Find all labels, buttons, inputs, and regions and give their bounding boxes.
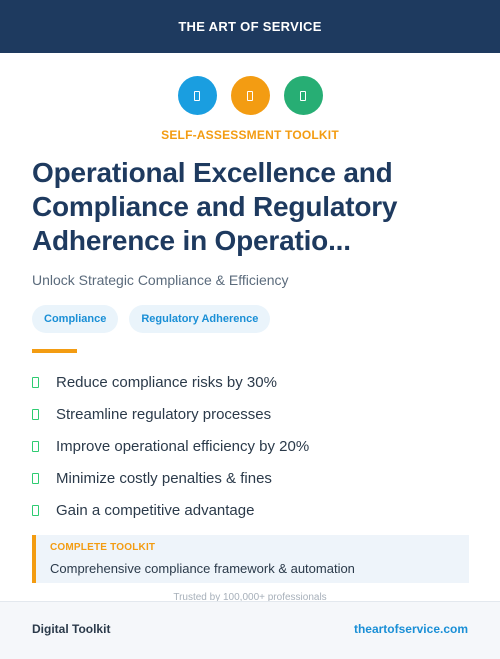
title-line-2: Compliance and Regulatory (32, 191, 398, 222)
document-glyph-icon (247, 90, 253, 101)
check-icon (32, 504, 39, 516)
check-icon (32, 472, 39, 484)
toolkit-callout: COMPLETE TOOLKIT Comprehensive complianc… (32, 535, 469, 583)
footer-website-link[interactable]: theartofservice.com (353, 621, 468, 636)
brand-name: THE ART OF SERVICE (178, 19, 322, 34)
document-glyph-icon (300, 90, 306, 101)
benefit-item: Streamline regulatory processes (32, 398, 309, 430)
page-title: Operational Excellence and Compliance an… (32, 156, 472, 258)
benefit-text: Improve operational efficiency by 20% (56, 437, 310, 455)
accent-divider (32, 349, 77, 353)
footer-label: Digital Toolkit (32, 621, 111, 636)
benefit-item: Reduce compliance risks by 30% (32, 366, 309, 398)
green-circle-icon (283, 76, 323, 115)
benefit-text: Gain a competitive advantage (56, 501, 255, 519)
subtitle: Unlock Strategic Compliance & Efficiency (32, 272, 289, 288)
benefit-list: Reduce compliance risks by 30% Streamlin… (32, 366, 309, 526)
kicker-label: SELF-ASSESSMENT TOOLKIT (161, 128, 339, 142)
check-icon (32, 440, 39, 452)
trusted-note: Trusted by 100,000+ professionals (173, 592, 327, 601)
benefit-text: Streamline regulatory processes (56, 405, 272, 423)
benefit-item: Improve operational efficiency by 20% (32, 430, 309, 462)
benefit-text: Reduce compliance risks by 30% (56, 373, 277, 391)
tag-list: Compliance Regulatory Adherence (32, 305, 271, 333)
check-icon (32, 408, 39, 420)
blue-circle-icon (177, 76, 217, 115)
header-bar: THE ART OF SERVICE (0, 0, 500, 53)
footer-bar: Digital Toolkit theartofservice.com (0, 601, 500, 659)
orange-circle-icon (230, 76, 270, 115)
callout-description: Comprehensive compliance framework & aut… (50, 561, 355, 576)
tag-regulatory-adherence: Regulatory Adherence (129, 305, 271, 333)
check-icon (32, 376, 39, 388)
benefit-item: Gain a competitive advantage (32, 494, 309, 526)
benefit-text: Minimize costly penalties & fines (56, 469, 272, 487)
title-line-3: Adherence in Operatio... (32, 225, 351, 256)
document-glyph-icon (194, 90, 200, 101)
benefit-item: Minimize costly penalties & fines (32, 462, 309, 494)
icon-row (0, 76, 500, 115)
callout-label: COMPLETE TOOLKIT (50, 542, 156, 553)
title-line-1: Operational Excellence and (32, 157, 393, 188)
tag-compliance: Compliance (32, 305, 119, 333)
